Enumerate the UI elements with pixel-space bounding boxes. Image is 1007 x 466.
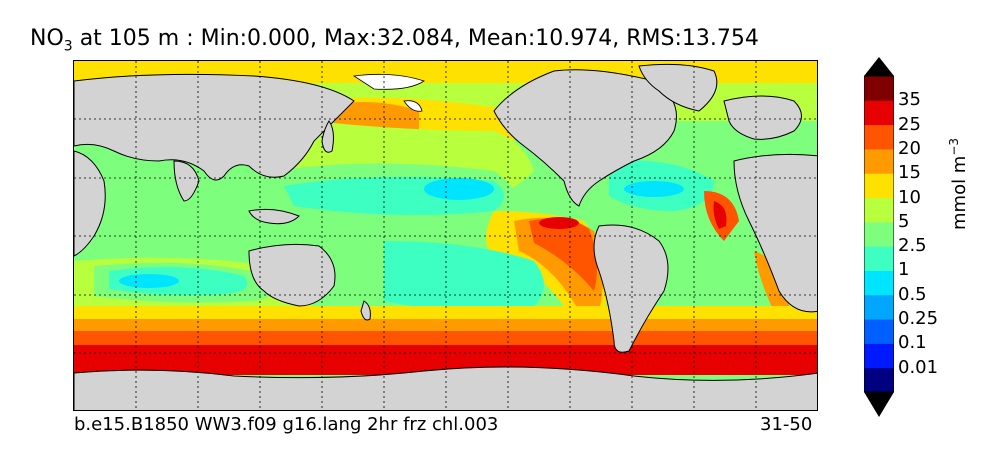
title-subscript: 3 [63, 38, 73, 55]
land-indonesia [248, 208, 300, 225]
graticule [74, 61, 817, 410]
so-red-orange [74, 331, 817, 347]
colorbar-tick-label: 0.5 [898, 283, 927, 305]
units-base: mmol m [949, 155, 970, 230]
colorbar-cell [864, 270, 894, 296]
spac-aqua [384, 241, 544, 310]
colorbar-tick-label: 35 [898, 89, 921, 111]
colorbar-cell [864, 148, 894, 174]
land-europe [723, 95, 802, 140]
colorbar-cell [864, 173, 894, 199]
colorbar-cell [864, 367, 894, 393]
colorbar-cell [864, 197, 894, 223]
colorbar-cell [864, 294, 894, 320]
case-name: b.e15.B1850 WW3.f09 g16.lang 2hr frz chl… [74, 414, 499, 435]
colorbar-over-triangle [864, 57, 894, 76]
natl-cyan-core [624, 181, 684, 197]
colorbar-units: mmol m−3 [947, 138, 970, 230]
colorbar-labels: 35 25 20 15 10 5 2.5 1 0.5 0.25 0.1 0.01 [898, 56, 958, 418]
map-title: NO3 at 105 m : Min:0.000, Max:32.084, Me… [30, 26, 759, 54]
year-range: 31-50 [760, 414, 813, 435]
colorbar-tick-label: 5 [898, 210, 910, 232]
colorbar-cell [864, 100, 894, 126]
colorbar-tick-label: 0.25 [898, 308, 939, 330]
colorbar-cell [864, 124, 894, 150]
colorbar-cell [864, 343, 894, 369]
etp-red-core [539, 217, 579, 229]
benguela-orange [754, 251, 789, 311]
watl-red [713, 201, 727, 229]
colorbar-tick-label: 15 [898, 162, 921, 184]
colorbar-outline [864, 75, 894, 393]
etp-red-orange [529, 218, 598, 291]
colorbar-tick-label: 20 [898, 137, 921, 159]
npac-cyan-core [424, 178, 494, 200]
colorbar-cell [864, 246, 894, 271]
land-asia [74, 73, 355, 181]
map-canvas [74, 61, 817, 410]
colorbar [864, 57, 894, 417]
units-exponent: −3 [947, 137, 961, 156]
land-japan [321, 120, 334, 153]
land-new-zealand [360, 300, 371, 321]
colorbar-tick-label: 25 [898, 113, 921, 135]
sind-cyan-core [119, 274, 179, 288]
land-africa-west [733, 153, 817, 313]
colorbar-cell [864, 76, 894, 101]
title-variable: NO [30, 26, 64, 51]
land-india [173, 160, 200, 202]
colorbar-tick-label: 1 [898, 259, 910, 281]
colorbar-tick-label: 0.1 [898, 332, 927, 354]
land-south-america [593, 224, 669, 353]
land-greenland [638, 63, 718, 112]
title-stats: at 105 m : Min:0.000, Max:32.084, Mean:1… [72, 26, 759, 51]
colorbar-under-triangle [864, 392, 894, 417]
colorbar-tick-label: 0.01 [898, 356, 939, 378]
colorbar-cell [864, 221, 894, 247]
colorbar-tick-label: 10 [898, 186, 921, 208]
world-map [73, 60, 818, 411]
colorbar-tick-label: 2.5 [898, 235, 927, 257]
colorbar-cell [864, 319, 894, 344]
sea-ice-arctic [352, 73, 425, 90]
sea-ice-bering [403, 100, 423, 112]
colorbar-cells [864, 76, 894, 393]
land-africa-east [74, 150, 106, 257]
land-australia [248, 243, 336, 307]
so-yellow [74, 306, 817, 321]
